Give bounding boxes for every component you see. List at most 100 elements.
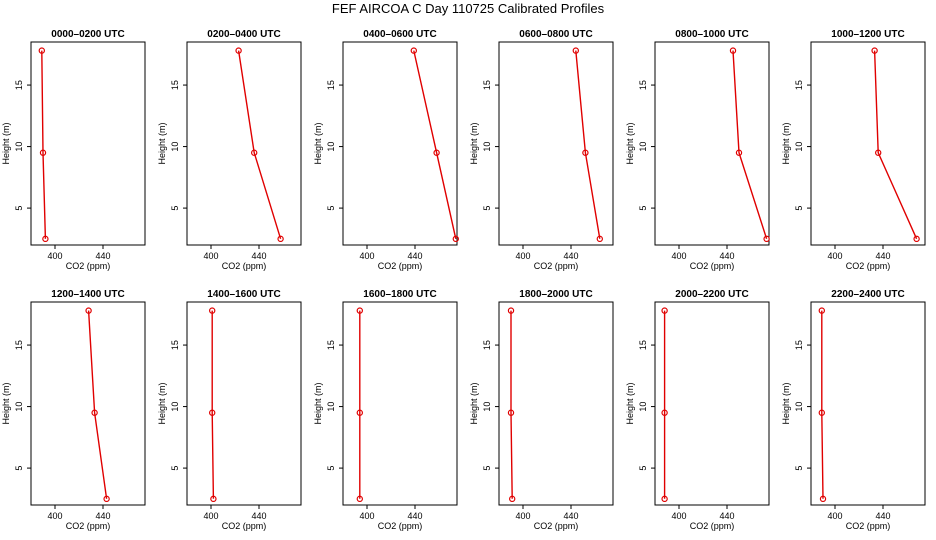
- y-tick-label: 10: [14, 402, 24, 412]
- y-tick-label: 5: [794, 466, 804, 471]
- data-point: [729, 47, 737, 54]
- y-tick-label: 15: [482, 340, 492, 350]
- y-tick-label: 10: [638, 142, 648, 152]
- x-tick-label: 440: [95, 511, 110, 521]
- data-point: [250, 149, 258, 156]
- plot-frame: [498, 301, 614, 506]
- y-axis-label: Height (m): [313, 122, 323, 164]
- plot-frame: [342, 301, 458, 506]
- data-point: [818, 409, 826, 416]
- y-tick-label: 15: [170, 340, 180, 350]
- data-point: [356, 495, 363, 503]
- x-axis-label: CO2 (ppm): [66, 521, 111, 531]
- profile-line: [510, 310, 513, 499]
- data-point: [452, 235, 459, 243]
- panel-title: 0800–1000 UTC: [675, 29, 748, 40]
- x-tick-label: 400: [203, 251, 218, 261]
- y-tick-label: 5: [482, 466, 492, 471]
- data-point: [210, 495, 217, 503]
- y-axis-label: Height (m): [1, 382, 11, 424]
- panel-title: 2000–2200 UTC: [675, 289, 748, 300]
- profile-line: [873, 50, 918, 240]
- plot-frame: [810, 41, 926, 246]
- x-axis-label: CO2 (ppm): [222, 521, 267, 531]
- x-tick-label: 440: [875, 251, 890, 261]
- data-point: [38, 47, 46, 54]
- data-point: [735, 149, 743, 156]
- y-tick-label: 15: [482, 80, 492, 90]
- plot-frame: [186, 41, 302, 246]
- panel-title: 0000–0200 UTC: [51, 29, 124, 40]
- x-tick-label: 400: [515, 511, 530, 521]
- y-tick-label: 15: [14, 340, 24, 350]
- profile-line: [413, 50, 457, 239]
- y-tick-label: 5: [14, 466, 24, 471]
- y-tick-label: 5: [638, 466, 648, 471]
- profile-line: [575, 50, 601, 239]
- y-axis-label: Height (m): [1, 122, 11, 164]
- data-point: [410, 47, 417, 54]
- x-tick-label: 400: [515, 251, 530, 261]
- y-axis-label: Height (m): [781, 122, 791, 164]
- y-tick-label: 15: [14, 80, 24, 90]
- y-tick-label: 10: [170, 402, 180, 412]
- x-tick-label: 400: [827, 251, 842, 261]
- y-tick-label: 10: [326, 142, 336, 152]
- data-point: [875, 149, 882, 156]
- y-axis-label: Height (m): [469, 122, 479, 164]
- plot-frame: [30, 301, 146, 506]
- data-point: [661, 409, 668, 416]
- y-tick-label: 15: [170, 80, 180, 90]
- y-tick-label: 15: [794, 340, 804, 350]
- data-point: [208, 409, 216, 416]
- data-point: [103, 495, 110, 503]
- data-point: [661, 495, 668, 503]
- plot-frame: [30, 41, 146, 246]
- y-tick-label: 10: [326, 402, 336, 412]
- y-tick-label: 10: [482, 142, 492, 152]
- y-tick-label: 10: [638, 402, 648, 412]
- x-tick-label: 440: [251, 511, 266, 521]
- profile-line: [237, 50, 282, 240]
- y-tick-label: 5: [638, 206, 648, 211]
- panel-title: 2200–2400 UTC: [831, 289, 904, 300]
- x-tick-label: 400: [47, 511, 62, 521]
- data-point: [208, 307, 216, 314]
- data-point: [277, 235, 284, 243]
- data-point: [507, 409, 515, 416]
- data-point: [356, 307, 363, 314]
- plot-frame: [654, 301, 770, 506]
- x-tick-label: 400: [671, 251, 686, 261]
- panel-title: 1000–1200 UTC: [831, 29, 904, 40]
- x-tick-label: 400: [47, 251, 62, 261]
- data-point: [819, 495, 827, 503]
- x-tick-label: 440: [719, 251, 734, 261]
- x-axis-label: CO2 (ppm): [378, 521, 423, 531]
- data-point: [85, 307, 92, 314]
- x-axis-label: CO2 (ppm): [690, 521, 735, 531]
- y-tick-label: 5: [14, 206, 24, 211]
- y-tick-label: 5: [326, 206, 336, 211]
- y-tick-label: 5: [170, 206, 180, 211]
- y-axis-label: Height (m): [781, 382, 791, 424]
- x-tick-label: 400: [827, 511, 842, 521]
- x-tick-label: 440: [719, 511, 734, 521]
- x-tick-label: 400: [671, 511, 686, 521]
- profile-line: [732, 50, 768, 240]
- panel-title: 0400–0600 UTC: [363, 29, 436, 40]
- x-axis-label: CO2 (ppm): [378, 261, 423, 271]
- x-tick-label: 400: [203, 511, 218, 521]
- panel-title: 0200–0400 UTC: [207, 29, 280, 40]
- x-tick-label: 440: [563, 251, 578, 261]
- x-tick-label: 440: [407, 251, 422, 261]
